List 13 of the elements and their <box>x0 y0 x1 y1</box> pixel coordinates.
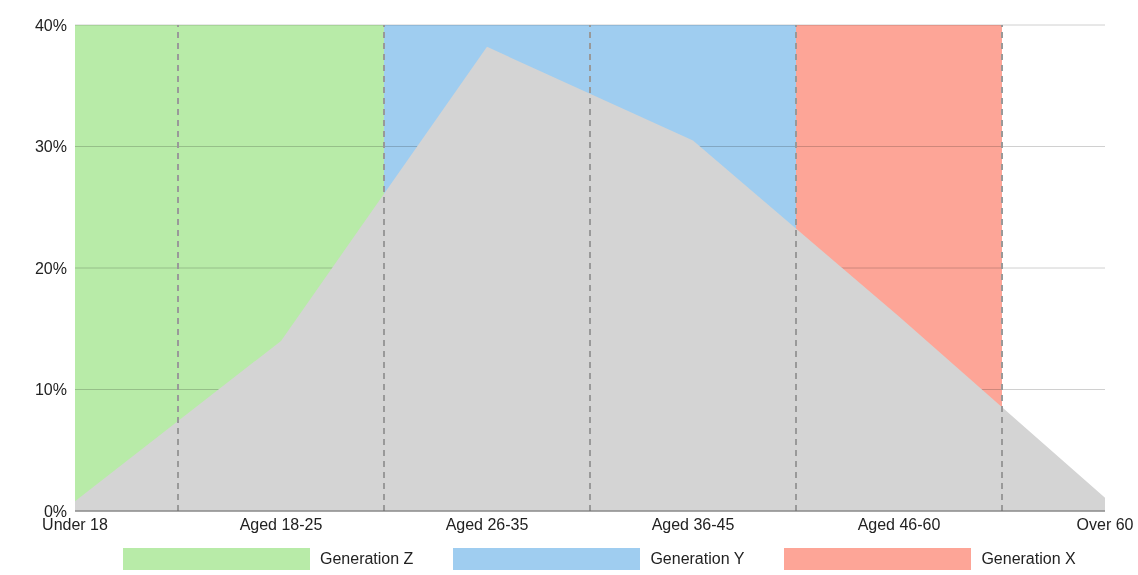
y-tick-label: 40% <box>34 16 67 34</box>
x-tick-label: Aged 36-45 <box>651 516 735 534</box>
y-tick-label: 10% <box>34 381 67 399</box>
band-label: Generation Z <box>320 550 414 568</box>
y-tick-label: 30% <box>34 138 67 156</box>
x-tick-label: Aged 26-35 <box>445 516 529 534</box>
y-tick-label: 20% <box>34 259 67 277</box>
x-tick-label: Aged 46-60 <box>857 516 941 534</box>
x-tick-label: Under 18 <box>42 516 109 534</box>
band-label: Generation Y <box>650 550 745 568</box>
x-tick-label: Aged 18-25 <box>239 516 323 534</box>
x-tick-label: Over 60 <box>1076 516 1134 534</box>
band-label: Generation X <box>981 550 1076 568</box>
